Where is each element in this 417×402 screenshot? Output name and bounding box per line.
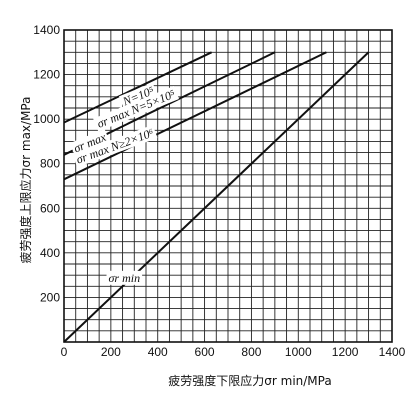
x-tick-label: 1200: [332, 345, 359, 359]
plot-frame: [63, 29, 393, 343]
annotation-background: [118, 82, 158, 110]
y-tick-label: 1000: [33, 112, 60, 126]
series-line-3: [63, 51, 327, 181]
x-tick-label: 1000: [285, 345, 312, 359]
annotation-background: [72, 124, 158, 168]
y-tick-label: 400: [40, 246, 60, 260]
annotation-background: [69, 129, 110, 157]
series-line-4: [63, 51, 370, 343]
x-tick-label: 0: [61, 345, 68, 359]
annotation-label: σr min: [109, 271, 141, 285]
y-tick-labels: 200 400 600 800 1000 1200 1400: [33, 23, 60, 304]
annotation-background: [106, 270, 143, 285]
x-tick-label: 400: [148, 345, 168, 359]
y-tick-label: 200: [40, 290, 60, 304]
x-tick-label: 600: [195, 345, 215, 359]
y-tick-label: 600: [40, 201, 60, 215]
x-tick-label: 800: [241, 345, 261, 359]
series-line-1: [63, 51, 213, 124]
y-tick-label: 1400: [33, 23, 60, 37]
x-axis-label: 疲劳强度下限应力σr min/MPa: [168, 373, 331, 388]
x-tick-labels: 0 200 400 600 800 1000 1200 1400: [61, 345, 406, 359]
x-tick-label: 1400: [379, 345, 406, 359]
plot-border: [63, 29, 393, 343]
annotation-background: [93, 86, 180, 132]
y-tick-label: 1200: [33, 68, 60, 82]
x-tick-label: 200: [101, 345, 121, 359]
annotation-group: σr min: [106, 270, 143, 285]
y-tick-label: 800: [40, 157, 60, 171]
y-axis-label: 疲劳强度上限应力σr max/MPa: [18, 97, 33, 264]
